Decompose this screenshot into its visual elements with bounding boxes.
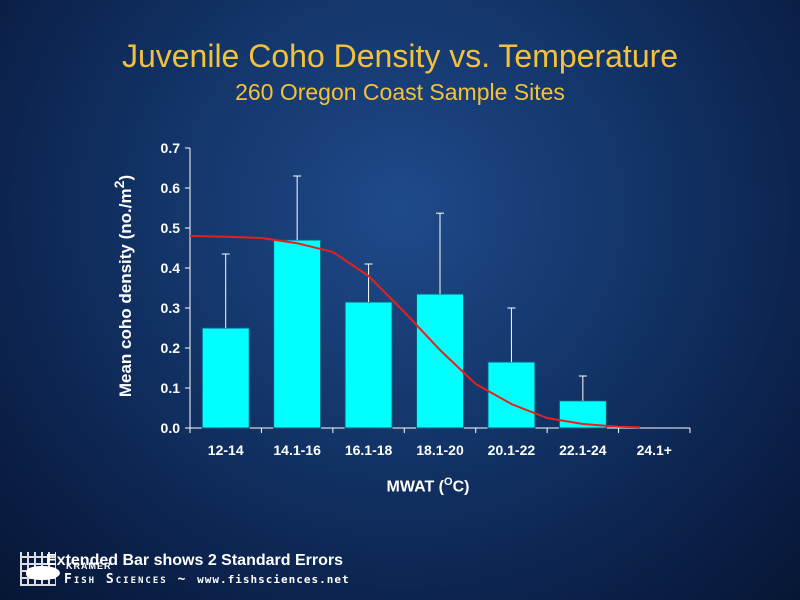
- chart-subtitle: 260 Oregon Coast Sample Sites: [235, 79, 565, 105]
- bar: [344, 301, 393, 429]
- y-tick-label: 0.7: [161, 140, 181, 156]
- y-tick-label: 0.2: [161, 340, 181, 356]
- x-axis-label: MWAT (OC): [386, 476, 470, 496]
- x-tick-label: 24.1+: [637, 442, 672, 458]
- trend-line: [189, 235, 641, 429]
- bar: [201, 327, 250, 429]
- logo-name-line: Fish Sciences ~ www.fishsciences.net: [64, 572, 350, 587]
- fish-icon: [26, 566, 60, 580]
- y-tick-label: 0.1: [161, 380, 181, 396]
- x-tick-label: 22.1-24: [559, 442, 607, 458]
- bar: [416, 293, 464, 429]
- y-tick-label: 0.5: [161, 220, 181, 236]
- logo-separator: ~: [177, 572, 188, 587]
- bar: [273, 239, 322, 429]
- y-tick-label: 0.0: [161, 420, 181, 436]
- x-tick-label: 12-14: [208, 442, 244, 458]
- y-tick-label: 0.4: [161, 260, 181, 276]
- x-tick-label: 18.1-20: [416, 442, 464, 458]
- y-tick-label: 0.6: [161, 180, 181, 196]
- chart-title: Juvenile Coho Density vs. Temperature: [121, 38, 679, 74]
- x-tick-label: 20.1-22: [488, 442, 536, 458]
- footnote: Extended Bar shows 2 Standard Errors: [46, 552, 343, 569]
- y-axis-label: Mean coho density (no./m2): [112, 174, 135, 398]
- logo-url: www.fishsciences.net: [197, 573, 350, 586]
- logo-kramer-text: KRAMER: [66, 561, 112, 571]
- y-tick-label: 0.3: [161, 300, 181, 316]
- kramer-fish-sciences-logo: KRAMER Fish Sciences ~ www.fishsciences.…: [20, 552, 420, 592]
- x-tick-label: 14.1-16: [273, 442, 321, 458]
- logo-name: Fish Sciences: [64, 572, 168, 587]
- x-tick-label: 16.1-18: [345, 442, 393, 458]
